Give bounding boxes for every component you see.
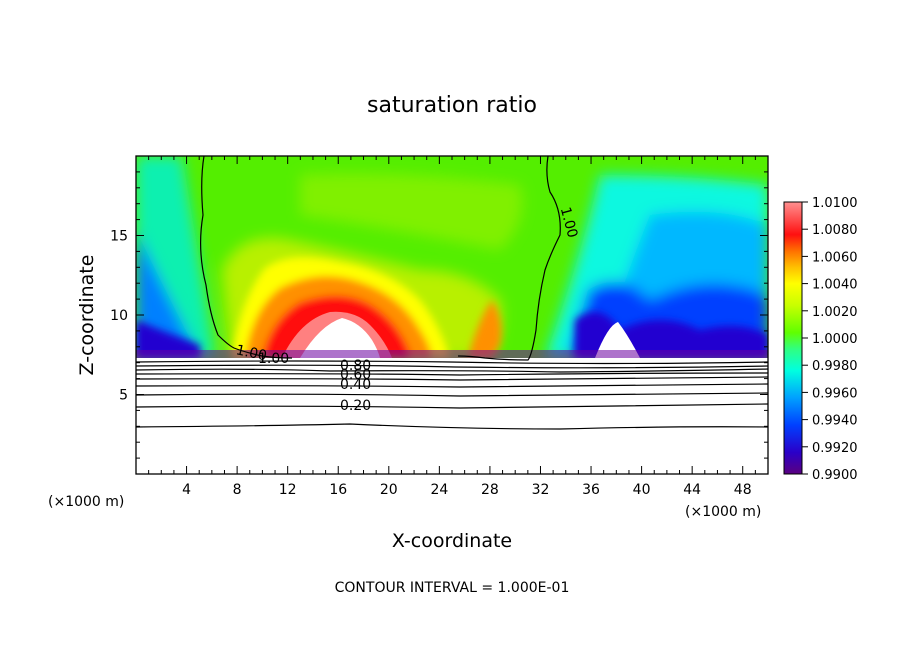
colorbar: 1.0100 1.0080 1.0060 1.0040 1.0020 1.0000 0.99… xyxy=(783,196,858,483)
x-tick-label: 24 xyxy=(430,482,448,498)
colorbar-tick-label: 0.9940 xyxy=(812,414,858,429)
x-tick-label: 48 xyxy=(734,482,752,498)
contour-label-1-00-right: 1.00 xyxy=(557,205,581,239)
colorbar-tick-label: 1.0040 xyxy=(812,278,858,293)
y-axis-title: Z-coordinate xyxy=(76,255,98,376)
contour-level-2 xyxy=(136,364,768,369)
contour-interval-note: CONTOUR INTERVAL = 1.000E-01 xyxy=(335,580,570,596)
field-hill-white xyxy=(300,318,380,358)
x-tick-label: 28 xyxy=(481,482,499,498)
contour-label-0-20: 0.20 xyxy=(340,398,371,414)
x-axis-title: X-coordinate xyxy=(392,530,512,552)
contour-level-4 xyxy=(136,372,768,376)
x-tick-label: 16 xyxy=(329,482,347,498)
field-bottom-fringe xyxy=(136,350,768,358)
x-axis: 4 8 12 16 20 24 28 32 36 40 44 48 xyxy=(148,156,756,498)
colorbar-gradient xyxy=(783,201,803,475)
x-tick-label: 44 xyxy=(683,482,701,498)
chart-title: saturation ratio xyxy=(367,93,537,118)
y-axis: 5 10 15 xyxy=(110,171,768,459)
colorbar-tick-label: 1.0020 xyxy=(812,305,858,320)
x-tick-label: 40 xyxy=(633,482,651,498)
contour-level-3 xyxy=(136,368,768,373)
field-right-peak-white xyxy=(595,322,640,358)
field-right-orange xyxy=(468,300,502,358)
colorbar-tick-label: 0.9900 xyxy=(812,468,858,483)
x-tick-label: 32 xyxy=(532,482,550,498)
contour-level-5 xyxy=(136,376,768,381)
colorbar-tick-label: 0.9920 xyxy=(812,441,858,456)
colorbar-tick-label: 1.0000 xyxy=(812,332,858,347)
x-tick-label: 4 xyxy=(182,482,191,498)
saturation-field xyxy=(136,156,768,474)
x-tick-label: 12 xyxy=(279,482,297,498)
colorbar-tick-label: 1.0100 xyxy=(812,196,858,211)
contour-lines xyxy=(136,156,768,430)
contour-level-8 xyxy=(136,403,768,409)
x-tick-label: 36 xyxy=(582,482,600,498)
contour-label-1-00-left: 1.00 xyxy=(234,342,268,364)
field-below-cloud-white xyxy=(136,358,768,474)
contour-label-1-00-lower: 1.00 xyxy=(258,351,289,367)
contour-level-1 xyxy=(136,360,768,365)
contour-1-00-right xyxy=(457,156,561,361)
y-tick-label: 5 xyxy=(119,388,128,404)
contour-label-0-40: 0.40 xyxy=(340,377,371,393)
colorbar-tick-label: 1.0080 xyxy=(812,223,858,238)
contour-label-0-60: 0.60 xyxy=(340,367,371,383)
plot-area: 1.00 1.00 1.00 0.80 0.60 0.40 0.20 xyxy=(136,156,768,474)
colorbar-ticks: 1.0100 1.0080 1.0060 1.0040 1.0020 1.0000 0.99… xyxy=(802,196,858,483)
x-axis-unit: (×1000 m) xyxy=(685,504,761,520)
colorbar-tick-label: 0.9980 xyxy=(812,359,858,374)
y-tick-label: 15 xyxy=(110,229,128,245)
x-tick-label: 20 xyxy=(380,482,398,498)
y-tick-label: 10 xyxy=(110,308,128,324)
contour-level-9 xyxy=(136,423,768,430)
field-left-blue xyxy=(136,230,200,358)
contour-level-6 xyxy=(136,383,768,388)
colorbar-tick-label: 1.0060 xyxy=(812,250,858,265)
contour-level-7 xyxy=(136,392,768,397)
contour-label-0-80: 0.80 xyxy=(340,358,371,374)
x-tick-label: 8 xyxy=(233,482,242,498)
colorbar-tick-label: 0.9960 xyxy=(812,386,858,401)
contour-labels: 1.00 1.00 1.00 0.80 0.60 0.40 0.20 xyxy=(234,205,580,414)
field-upper-lightgreen xyxy=(300,173,523,250)
y-axis-unit: (×1000 m) xyxy=(48,494,124,510)
contour-1-00-left xyxy=(200,156,293,359)
